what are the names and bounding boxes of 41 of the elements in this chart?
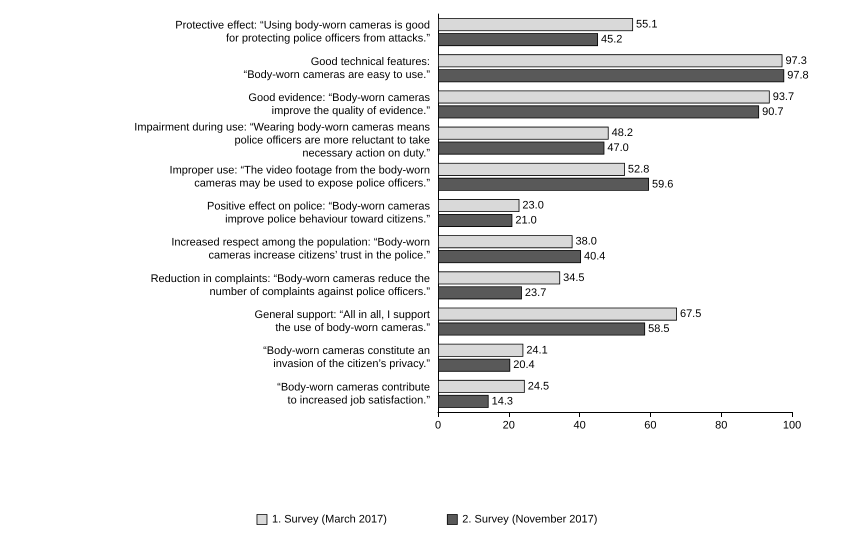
y-tick-label: “Body-worn cameras constitute an invasion of the citizen’s privacy.”	[263, 345, 430, 370]
data-label: 23.0	[522, 200, 544, 212]
y-tick-label: Good technical features: “Body-worn cameras are easy to use.”	[244, 56, 430, 81]
data-label: 24.5	[528, 380, 550, 392]
y-tick-label: Protective effect: “Using body-worn cameras is good for protecting police officers from attacks.”	[175, 20, 430, 45]
data-label: 93.7	[772, 90, 794, 103]
y-tick-label: Good evidence: “Body-worn cameras improve the quality of evidence.”	[248, 92, 430, 117]
data-label: 38.0	[576, 236, 597, 248]
y-tick-label: Improper use: “The video footage from the body-worn cameras may be used to expose police officers.”	[170, 164, 430, 190]
data-label: 52.8	[628, 163, 650, 176]
data-label: 90.7	[762, 106, 784, 118]
data-label: 24.1	[526, 344, 548, 356]
data-label: 23.7	[524, 286, 546, 299]
y-tick-label: Impairment during use: “Wearing body-worn cameras means police officers are more reluctant to take necessary action on duty.”	[134, 122, 430, 160]
data-label: 34.5	[563, 272, 585, 284]
data-label: 59.6	[652, 178, 674, 190]
data-label: 97.8	[787, 70, 809, 82]
x-tick-label: 100	[782, 420, 802, 432]
data-label: 40.4	[584, 250, 606, 263]
x-tick-label: 0	[434, 420, 442, 432]
y-tick-label: “Body-worn cameras contribute to increased job satisfaction.”	[277, 381, 430, 406]
y-tick-label: General support: “All in all, I support the use of body-worn cameras.”	[254, 309, 430, 334]
x-tick-label: 80	[715, 420, 728, 432]
y-tick-label: Reduction in complaints: “Body-worn cameras reduce the number of complaints against police officers.”	[150, 272, 430, 298]
data-label: 97.3	[785, 54, 807, 67]
data-label: 14.3	[492, 395, 514, 408]
data-label: 58.5	[648, 323, 670, 336]
x-tick-label: 60	[644, 420, 657, 432]
y-tick-label: Positive effect on police: “Body-worn cameras improve police behaviour toward citizens.”	[207, 200, 430, 226]
data-label: 67.5	[680, 308, 702, 320]
y-tick-label: Increased respect among the population: “Body-worn cameras increase citizens’ trust in the police.”	[171, 236, 430, 262]
legend-label: 2. Survey (November 2017)	[462, 514, 598, 526]
data-label: 55.1	[636, 18, 658, 31]
data-label: 47.0	[607, 142, 629, 154]
x-tick-label: 40	[573, 420, 586, 432]
data-label: 48.2	[612, 127, 634, 140]
data-label: 20.4	[513, 359, 535, 372]
legend-label: 1. Survey (March 2017)	[272, 514, 387, 526]
data-label: 45.2	[601, 34, 622, 46]
x-tick-label: 20	[502, 420, 515, 432]
data-label: 21.0	[515, 214, 537, 226]
